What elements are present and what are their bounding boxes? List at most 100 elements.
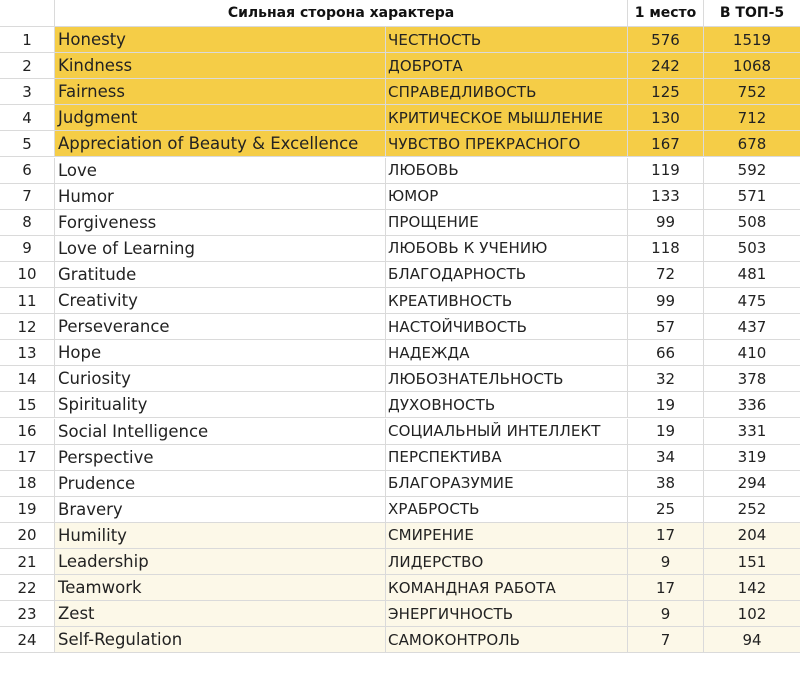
strength-english-cell[interactable]: Creativity — [55, 288, 386, 315]
first-place-count-cell[interactable]: 9 — [628, 601, 704, 628]
row-number-cell[interactable]: 17 — [0, 444, 55, 471]
strength-english-cell[interactable]: Gratitude — [55, 261, 386, 288]
top5-count-cell[interactable]: 94 — [704, 627, 800, 654]
strength-english-cell[interactable]: Zest — [55, 601, 386, 628]
strength-english-cell[interactable]: Curiosity — [55, 366, 386, 393]
row-number-cell[interactable]: 10 — [0, 261, 55, 288]
strength-english-cell[interactable]: Leadership — [55, 549, 386, 576]
strength-english-cell[interactable]: Social Intelligence — [55, 418, 386, 445]
strength-english-cell[interactable]: Judgment — [55, 105, 386, 132]
row-number-cell[interactable]: 6 — [0, 157, 55, 184]
first-place-count-cell[interactable]: 167 — [628, 131, 704, 158]
first-place-count-cell[interactable]: 17 — [628, 522, 704, 549]
strength-english-cell[interactable]: Fairness — [55, 79, 386, 106]
strength-english-cell[interactable]: Prudence — [55, 470, 386, 497]
strength-russian-cell[interactable]: СМИРЕНИЕ — [386, 522, 628, 549]
first-place-count-cell[interactable]: 118 — [628, 235, 704, 262]
row-number-cell[interactable]: 5 — [0, 131, 55, 158]
row-number-cell[interactable]: 3 — [0, 79, 55, 106]
row-number-cell[interactable]: 18 — [0, 470, 55, 497]
top5-count-cell[interactable]: 481 — [704, 262, 800, 288]
top5-count-cell[interactable]: 142 — [704, 575, 800, 602]
strength-english-cell[interactable]: Humility — [55, 522, 386, 549]
strength-russian-cell[interactable]: ЧУВСТВО ПРЕКРАСНОГО — [386, 131, 628, 158]
row-number-cell[interactable]: 2 — [0, 53, 55, 80]
top5-count-cell[interactable]: 752 — [704, 79, 800, 106]
first-place-count-cell[interactable]: 99 — [628, 209, 704, 236]
first-place-count-cell[interactable]: 66 — [628, 340, 704, 367]
strength-russian-cell[interactable]: ЮМОР — [386, 183, 628, 210]
strength-russian-cell[interactable]: ЧЕСТНОСТЬ — [386, 27, 628, 54]
row-number-cell[interactable]: 24 — [0, 627, 55, 654]
strength-english-cell[interactable]: Spirituality — [55, 392, 386, 419]
strength-russian-cell[interactable]: ДУХОВНОСТЬ — [386, 392, 628, 419]
header-corner-cell[interactable] — [0, 0, 55, 27]
first-place-count-cell[interactable]: 119 — [628, 157, 704, 184]
first-place-count-cell[interactable]: 576 — [628, 27, 704, 54]
first-place-count-cell[interactable]: 38 — [628, 470, 704, 497]
top5-count-cell[interactable]: 1519 — [704, 27, 800, 54]
header-title[interactable]: Сильная сторона характера — [55, 0, 628, 27]
strength-russian-cell[interactable]: ЛЮБОВЬ — [386, 157, 628, 184]
top5-count-cell[interactable]: 336 — [704, 392, 800, 419]
strength-english-cell[interactable]: Honesty — [55, 27, 386, 54]
strength-russian-cell[interactable]: ХРАБРОСТЬ — [386, 496, 628, 523]
strength-russian-cell[interactable]: КРИТИЧЕСКОЕ МЫШЛЕНИЕ — [386, 105, 628, 132]
top5-count-cell[interactable]: 1068 — [704, 53, 800, 80]
first-place-count-cell[interactable]: 99 — [628, 288, 704, 315]
first-place-count-cell[interactable]: 19 — [628, 418, 704, 445]
row-number-cell[interactable]: 8 — [0, 209, 55, 236]
first-place-count-cell[interactable]: 72 — [628, 261, 704, 288]
strength-english-cell[interactable]: Self-Regulation — [55, 627, 386, 654]
strength-english-cell[interactable]: Perseverance — [55, 314, 386, 341]
first-place-count-cell[interactable]: 17 — [628, 575, 704, 602]
row-number-cell[interactable]: 21 — [0, 549, 55, 576]
top5-count-cell[interactable]: 410 — [704, 340, 800, 367]
strength-russian-cell[interactable]: БЛАГОРАЗУМИЕ — [386, 470, 628, 497]
strength-english-cell[interactable]: Kindness — [55, 53, 386, 80]
strength-english-cell[interactable]: Appreciation of Beauty & Excellence — [55, 131, 386, 158]
row-number-cell[interactable]: 19 — [0, 496, 55, 523]
top5-count-cell[interactable]: 678 — [704, 131, 800, 158]
row-number-cell[interactable]: 4 — [0, 105, 55, 132]
strength-english-cell[interactable]: Teamwork — [55, 575, 386, 602]
row-number-cell[interactable]: 11 — [0, 288, 55, 315]
strength-russian-cell[interactable]: НАДЕЖДА — [386, 340, 628, 367]
strength-russian-cell[interactable]: СПРАВЕДЛИВОСТЬ — [386, 79, 628, 106]
strength-russian-cell[interactable]: ЛИДЕРСТВО — [386, 549, 628, 576]
first-place-count-cell[interactable]: 133 — [628, 183, 704, 210]
row-number-cell[interactable]: 23 — [0, 601, 55, 628]
first-place-count-cell[interactable]: 19 — [628, 392, 704, 419]
top5-count-cell[interactable]: 503 — [704, 236, 800, 262]
strength-russian-cell[interactable]: САМОКОНТРОЛЬ — [386, 627, 628, 654]
row-number-cell[interactable]: 13 — [0, 340, 55, 367]
first-place-count-cell[interactable]: 242 — [628, 53, 704, 80]
strength-russian-cell[interactable]: СОЦИАЛЬНЫЙ ИНТЕЛЛЕКТ — [386, 418, 628, 445]
row-number-cell[interactable]: 7 — [0, 183, 55, 210]
top5-count-cell[interactable]: 378 — [704, 366, 800, 393]
top5-count-cell[interactable]: 102 — [704, 601, 800, 628]
strength-english-cell[interactable]: Hope — [55, 340, 386, 367]
strength-russian-cell[interactable]: ЭНЕРГИЧНОСТЬ — [386, 601, 628, 628]
strength-russian-cell[interactable]: КОМАНДНАЯ РАБОТА — [386, 575, 628, 602]
top5-count-cell[interactable]: 712 — [704, 105, 800, 132]
first-place-count-cell[interactable]: 25 — [628, 496, 704, 523]
first-place-count-cell[interactable]: 32 — [628, 366, 704, 393]
strength-english-cell[interactable]: Bravery — [55, 496, 386, 523]
row-number-cell[interactable]: 15 — [0, 392, 55, 419]
strength-english-cell[interactable]: Humor — [55, 183, 386, 210]
top5-count-cell[interactable]: 252 — [704, 497, 800, 523]
strength-english-cell[interactable]: Love of Learning — [55, 235, 386, 262]
row-number-cell[interactable]: 14 — [0, 366, 55, 393]
strength-english-cell[interactable]: Forgiveness — [55, 209, 386, 236]
first-place-count-cell[interactable]: 125 — [628, 79, 704, 106]
first-place-count-cell[interactable]: 57 — [628, 314, 704, 341]
strength-russian-cell[interactable]: ПРОЩЕНИЕ — [386, 209, 628, 236]
top5-count-cell[interactable]: 437 — [704, 314, 800, 341]
row-number-cell[interactable]: 22 — [0, 575, 55, 602]
strength-russian-cell[interactable]: ЛЮБОВЬ К УЧЕНИЮ — [386, 235, 628, 262]
top5-count-cell[interactable]: 475 — [704, 288, 800, 315]
row-number-cell[interactable]: 1 — [0, 27, 55, 54]
first-place-count-cell[interactable]: 9 — [628, 549, 704, 576]
row-number-cell[interactable]: 9 — [0, 235, 55, 262]
